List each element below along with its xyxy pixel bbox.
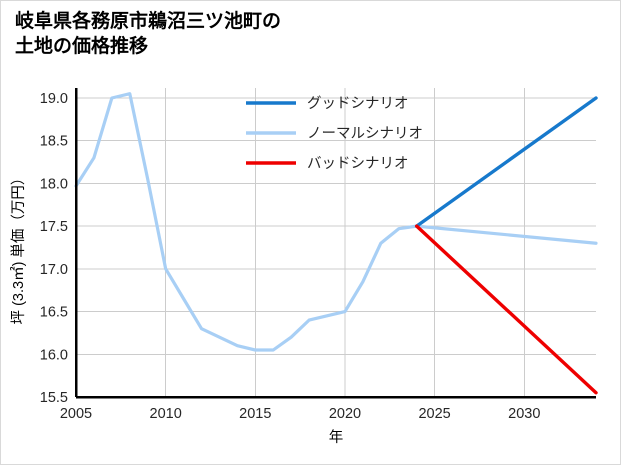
x-tick-label: 2030	[508, 406, 540, 422]
legend-label-2: バッドシナリオ	[307, 156, 409, 172]
y-tick-label: 19.0	[40, 91, 68, 107]
y-axis-title: 坪 (3.3㎡) 単価（万円）	[10, 171, 27, 325]
x-tick-label: 2020	[329, 406, 361, 422]
y-tick-label: 17.0	[40, 262, 68, 278]
series-line-グッドシナリオ	[414, 96, 598, 228]
x-tick-label: 2010	[150, 406, 182, 422]
x-tick-label: 2025	[418, 406, 450, 422]
series-line-バッドシナリオ	[414, 224, 598, 395]
axis-titles: 年 坪 (3.3㎡) 単価（万円）	[10, 171, 343, 446]
x-tick-label: 2015	[239, 406, 271, 422]
gridlines	[75, 88, 596, 398]
y-tick-label: 18.0	[40, 176, 68, 192]
page-title: 岐阜県各務原市鵜沼三ツ池町の 土地の価格推移	[15, 11, 282, 58]
y-tick-label: 16.0	[40, 347, 68, 363]
legend-label-0: グッドシナリオ	[307, 95, 409, 112]
y-tick-label: 17.5	[40, 219, 68, 235]
x-axis-title: 年	[329, 429, 344, 446]
x-axis-ticks: 2005 2010 2015 2020 2025 2030	[60, 406, 541, 422]
series-lines	[74, 92, 598, 395]
legend-label-1: ノーマルシナリオ	[307, 126, 423, 142]
y-tick-label: 16.5	[40, 305, 68, 321]
x-tick-label: 2005	[60, 406, 92, 422]
series-line-ノーマルシナリオ	[74, 92, 598, 352]
y-tick-label: 15.5	[40, 390, 68, 406]
y-axis-ticks: 15.5 16.0 16.5 17.0 17.5 18.0 18.5 19.0	[40, 91, 68, 406]
y-tick-label: 18.5	[40, 134, 68, 150]
axis-spines	[74, 88, 596, 399]
